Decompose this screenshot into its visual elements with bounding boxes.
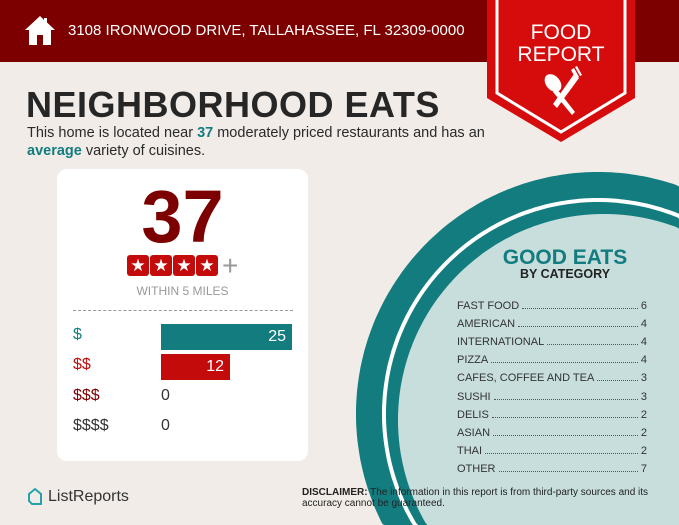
price-label: $$$ [73,387,100,404]
category-name: DELIS [457,408,489,421]
category-row: DELIS 2 [457,403,647,421]
listreports-logo-icon [28,487,42,505]
category-count: 2 [640,426,647,439]
category-count: 4 [640,336,647,349]
category-count: 2 [640,408,647,421]
category-row: OTHER 7 [457,457,647,475]
category-name: PIZZA [457,354,489,367]
category-count: 4 [640,354,647,367]
price-bar: 12 [161,354,230,380]
leader-dots [522,308,638,310]
category-row: CAFES, COFFEE AND TEA 3 [457,366,647,384]
category-row: PIZZA 4 [457,348,647,366]
leader-dots [493,434,638,436]
category-name: THAI [457,444,483,457]
page-title: NEIGHBORHOOD EATS [26,84,440,125]
category-count: 3 [640,372,647,385]
category-list: FAST FOOD 6 AMERICAN 4 INTERNATIONAL 4 PIZZA 4 C… [457,294,647,475]
star-icon: ★ [127,255,149,276]
leader-dots [491,416,638,418]
price-value: 0 [161,387,170,404]
category-name: SUSHI [457,390,491,403]
divider [73,310,293,311]
category-count: 3 [640,390,647,403]
star-rating: ★ ★ ★ ★ + [127,249,239,281]
utensils-icon [544,66,582,115]
category-name: CAFES, COFFEE AND TEA [457,372,595,385]
category-count: 7 [640,462,647,475]
leader-dots [547,344,638,346]
category-row: INTERNATIONAL 4 [457,330,647,348]
category-row: AMERICAN 4 [457,312,647,330]
leader-dots [493,398,638,400]
leader-dots [491,362,638,364]
category-row: THAI 2 [457,439,647,457]
category-count: 2 [640,444,647,457]
price-label: $$ [73,356,91,373]
category-row: FAST FOOD 6 [457,294,647,312]
category-count: 4 [640,318,647,331]
category-row: ASIAN 2 [457,421,647,439]
food-report-badge [487,0,635,142]
category-heading: GOOD EATS BY CATEGORY [502,246,628,281]
star-icon: ★ [196,255,218,276]
price-bar: 25 [161,324,292,350]
price-label: $ [73,326,82,343]
leader-dots [597,380,638,382]
leader-dots [485,452,638,454]
plus-icon: + [222,249,239,281]
star-icon: ★ [173,255,195,276]
leader-dots [498,470,638,472]
address: 3108 IRONWOOD DRIVE, TALLAHASSEE, FL 323… [68,22,465,39]
badge-title: FOOD REPORT [517,21,605,66]
restaurant-count: 37 [141,175,224,258]
price-label: $$$$ [73,417,109,434]
category-name: ASIAN [457,426,491,439]
leader-dots [518,326,638,328]
category-row: SUSHI 3 [457,384,647,403]
price-summary-card: 37 ★ ★ ★ ★ + WITHIN 5 MILES $ 25 $$ 12 $$$ … [57,169,308,461]
star-icon: ★ [150,255,172,276]
category-name: OTHER [457,462,496,475]
radius-label: WITHIN 5 MILES [136,284,229,298]
category-name: FAST FOOD [457,300,520,313]
price-value: 0 [161,417,170,434]
category-count: 6 [640,300,647,313]
plate-center [398,214,679,525]
home-icon [25,16,55,45]
disclaimer: DISCLAIMER: The information in this repo… [302,487,649,509]
listreports-logo: ListReports [26,487,129,507]
category-name: INTERNATIONAL [457,336,545,349]
category-name: AMERICAN [457,318,516,331]
summary-text: This home is located near 37 moderately … [27,125,485,159]
